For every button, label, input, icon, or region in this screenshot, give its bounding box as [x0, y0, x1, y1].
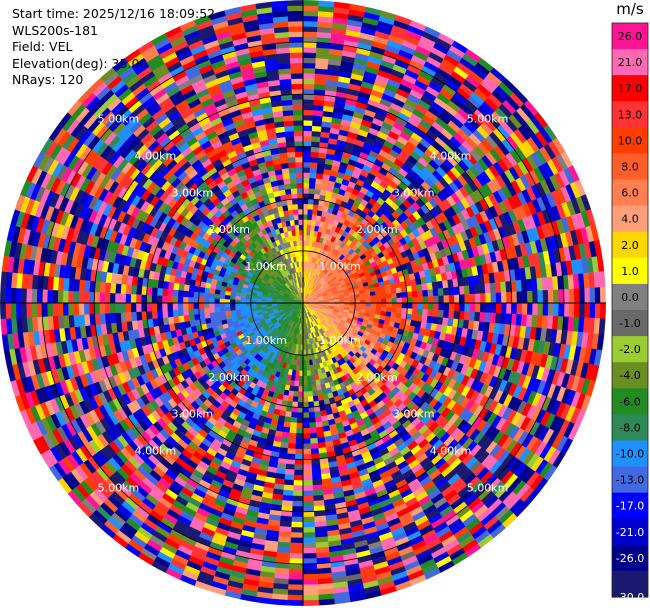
- ppi-gates: [0, 0, 606, 606]
